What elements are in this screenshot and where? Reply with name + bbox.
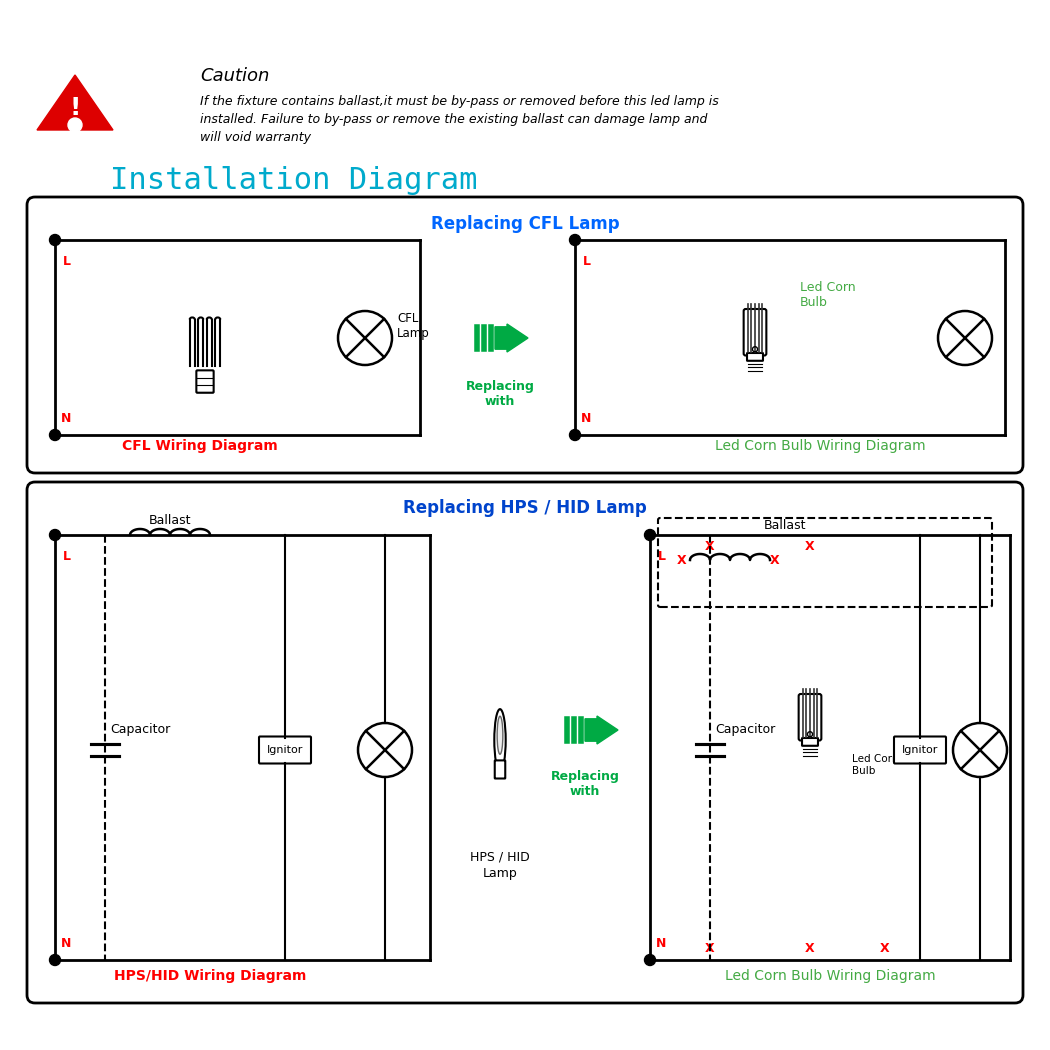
Text: !: ! (69, 96, 81, 120)
Text: N: N (656, 937, 667, 950)
FancyBboxPatch shape (802, 738, 818, 746)
Text: Replacing
with: Replacing with (550, 770, 620, 798)
Text: Replacing CFL Lamp: Replacing CFL Lamp (430, 215, 620, 233)
Text: Led Corn Bulb Wiring Diagram: Led Corn Bulb Wiring Diagram (724, 969, 936, 983)
Text: L: L (63, 550, 71, 563)
Circle shape (569, 234, 581, 246)
FancyBboxPatch shape (894, 736, 946, 763)
FancyBboxPatch shape (259, 736, 311, 763)
Text: If the fixture contains ballast,it must be by-pass or removed before this led la: If the fixture contains ballast,it must … (200, 94, 719, 144)
Text: X: X (706, 942, 715, 954)
Text: N: N (61, 412, 71, 425)
Ellipse shape (497, 716, 503, 754)
Text: Replacing HPS / HID Lamp: Replacing HPS / HID Lamp (403, 499, 647, 517)
Circle shape (645, 954, 655, 966)
Circle shape (49, 954, 61, 966)
Text: Capacitor: Capacitor (110, 723, 170, 736)
Text: Ignitor: Ignitor (267, 746, 303, 755)
Text: Capacitor: Capacitor (715, 723, 775, 736)
Text: X: X (805, 942, 815, 954)
Circle shape (68, 118, 82, 132)
Text: L: L (583, 255, 591, 268)
Text: N: N (581, 412, 591, 425)
FancyBboxPatch shape (27, 482, 1023, 1003)
Circle shape (49, 429, 61, 441)
Circle shape (49, 234, 61, 246)
Text: Led Corn
Bulb: Led Corn Bulb (800, 281, 856, 309)
Text: X: X (771, 553, 780, 567)
Circle shape (569, 429, 581, 441)
Circle shape (645, 529, 655, 541)
Text: L: L (63, 255, 71, 268)
FancyBboxPatch shape (196, 371, 213, 393)
Text: Led Corn
Bulb: Led Corn Bulb (852, 754, 899, 776)
Text: Ballast: Ballast (149, 514, 191, 527)
FancyBboxPatch shape (743, 309, 766, 356)
FancyBboxPatch shape (495, 760, 505, 778)
Text: X: X (677, 553, 687, 567)
Text: Ignitor: Ignitor (902, 746, 939, 755)
Text: CFL
Lamp: CFL Lamp (397, 312, 429, 340)
FancyArrow shape (495, 324, 528, 352)
Text: Caution: Caution (200, 67, 270, 85)
Text: X: X (880, 942, 889, 954)
Text: HPS / HID
Lamp: HPS / HID Lamp (470, 850, 530, 880)
Text: Replacing
with: Replacing with (465, 380, 534, 408)
FancyBboxPatch shape (799, 694, 821, 740)
Text: Ballast: Ballast (763, 519, 806, 532)
Circle shape (49, 529, 61, 541)
Text: Installation Diagram: Installation Diagram (110, 166, 478, 194)
Text: X: X (805, 541, 815, 553)
Text: L: L (658, 550, 666, 563)
FancyArrow shape (585, 716, 618, 744)
Text: HPS/HID Wiring Diagram: HPS/HID Wiring Diagram (113, 969, 307, 983)
Text: CFL Wiring Diagram: CFL Wiring Diagram (122, 439, 278, 453)
Text: Led Corn Bulb Wiring Diagram: Led Corn Bulb Wiring Diagram (715, 439, 925, 453)
Text: X: X (706, 541, 715, 553)
FancyBboxPatch shape (747, 353, 763, 361)
Polygon shape (37, 75, 113, 130)
Ellipse shape (495, 709, 506, 771)
Text: N: N (61, 937, 71, 950)
FancyBboxPatch shape (27, 197, 1023, 472)
